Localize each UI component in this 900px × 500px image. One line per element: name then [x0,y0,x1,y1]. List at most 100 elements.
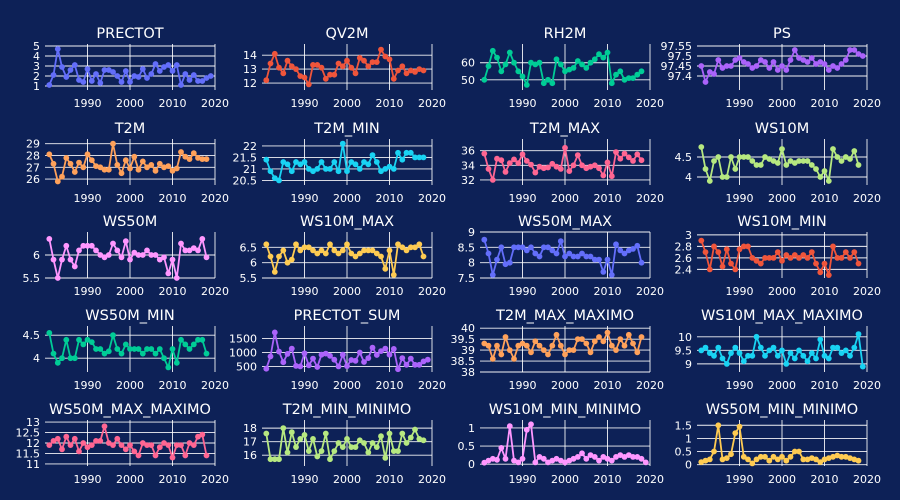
data-point [412,69,418,75]
data-point [369,440,376,446]
data-point [787,453,794,460]
data-point [642,459,649,466]
data-point [804,158,811,164]
data-point [596,256,602,263]
data-point [97,80,104,86]
data-point [63,336,70,343]
data-point [808,249,815,256]
data-point [723,361,730,367]
data-point [335,440,342,446]
data-point [301,350,308,357]
y-tick-label: 1500 [229,333,257,346]
data-point [356,250,363,257]
data-point [817,336,824,343]
data-point [770,344,777,351]
data-point [638,157,645,164]
data-point [715,57,722,63]
data-point [169,256,176,263]
data-point [365,449,372,456]
data-point [318,159,325,165]
data-point [545,76,551,83]
data-point [800,456,807,463]
data-point [348,250,355,257]
data-point [127,79,133,85]
subplot-ws50m-min-minimo: WS50M_MIN_MINIMO 00.511.5 1990 2000 2010 2020 [675,402,882,486]
data-point [318,247,325,254]
x-tick-label: 2000 [551,473,579,486]
data-point [59,446,65,453]
data-point [698,237,705,244]
data-point [579,162,585,169]
data-point [540,455,547,462]
data-point [161,64,167,70]
data-point [173,359,180,366]
data-point [93,438,99,444]
data-point [528,244,534,251]
data-point [293,159,299,165]
data-point [498,244,505,251]
x-tick-label: 2020 [418,97,446,110]
data-point [638,334,645,340]
data-point [796,55,802,61]
data-point [519,151,526,158]
x-tick-label: 2020 [853,285,881,298]
data-point [395,149,401,156]
y-tick-label: 97.45 [661,60,693,73]
data-point [566,168,573,175]
data-point [148,162,155,168]
data-point [331,448,338,454]
x-tick-label: 2010 [159,379,187,392]
data-point [557,166,564,172]
data-point [842,347,849,354]
data-point [344,363,350,369]
x-tick-label: 2020 [636,192,664,205]
data-point [489,272,496,278]
y-tick-label: 50 [461,74,475,87]
data-point [263,430,270,437]
data-point [199,156,206,163]
data-point [808,55,815,61]
data-point [825,178,832,184]
data-point [280,247,287,254]
data-point [574,454,581,460]
data-point [361,359,367,365]
data-point [745,154,751,160]
data-point [613,71,619,78]
data-point [284,57,291,64]
data-point [127,256,133,263]
data-point [723,246,730,253]
data-point [545,164,551,171]
data-point [182,452,189,459]
y-tick-label: 10 [678,331,692,344]
data-point [71,62,78,68]
data-point [144,442,150,448]
data-point [719,355,726,362]
data-point [583,65,590,71]
data-point [821,352,828,359]
data-point [515,244,522,251]
data-point [859,53,866,59]
data-point [549,247,556,254]
x-tick-label: 2010 [159,285,187,298]
x-tick-label: 2020 [201,379,229,392]
data-point [740,453,747,460]
y-tick-label: 97.4 [668,70,693,83]
data-point [139,66,146,72]
data-point [63,242,70,249]
data-point [403,440,410,446]
data-point [327,456,333,463]
data-point [195,247,201,254]
data-point [352,357,359,364]
data-point [403,70,410,77]
data-point [485,63,492,69]
data-point [574,58,581,64]
data-point [420,437,427,444]
y-tick-label: 0.5 [458,440,476,453]
subplot-title: WS50M_MIN [85,308,174,324]
data-point [698,347,705,354]
series-line [700,146,860,182]
x-tick-label: 2010 [376,192,404,205]
y-tick-label: 2 [33,70,40,83]
data-point [770,59,777,65]
data-point [779,146,785,152]
